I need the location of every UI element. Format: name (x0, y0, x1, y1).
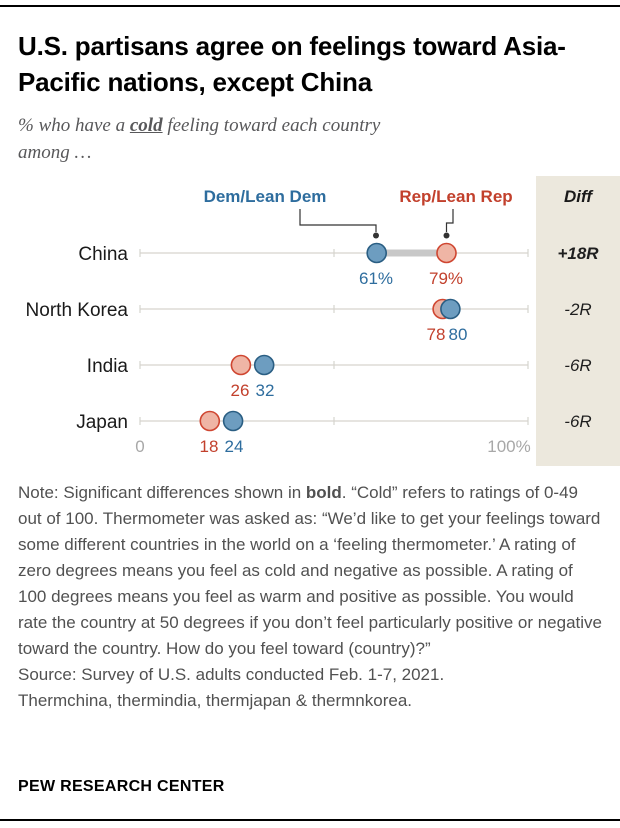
dem-value-north-korea: 80 (449, 325, 468, 344)
legend-dem-label: Dem/Lean Dem (204, 187, 327, 206)
china-range-bar (376, 249, 447, 257)
note-suffix: . “Cold” refers to ratings of 0-49 out o… (18, 483, 603, 658)
rep-value-japan: 18 (200, 437, 219, 456)
note-bold-word: bold (305, 483, 342, 502)
rep-value-north-korea: 78 (427, 325, 446, 344)
dem-value-china: 61% (359, 269, 393, 288)
country-label-north-korea: North Korea (26, 300, 129, 321)
dem-dot-india (253, 354, 275, 376)
country-label-india: India (87, 356, 129, 377)
brand-footer: PEW RESEARCH CENTER (18, 778, 225, 795)
country-label-japan: Japan (76, 412, 128, 433)
rep-dot-japan (199, 410, 221, 432)
subtitle-emphasis: cold (129, 115, 163, 136)
source-line-1: Source: Survey of U.S. adults conducted … (18, 665, 445, 684)
legend-rep-marker-dot (443, 232, 450, 239)
country-label-china: China (78, 244, 128, 265)
note-text: Note: Significant differences shown in b… (18, 480, 602, 662)
diff-column-background (536, 176, 620, 466)
chart-subtitle: % who have a cold feeling toward each co… (18, 112, 602, 166)
dem-value-japan: 24 (225, 437, 244, 456)
diff-value-north-korea: -2R (564, 300, 591, 319)
dem-dot-north-korea (440, 298, 461, 320)
axis-min-label: 0 (135, 437, 144, 456)
bottom-rule (0, 819, 620, 821)
rep-dot-india (230, 354, 252, 376)
legend-dem-connector (299, 209, 377, 232)
diff-value-india: -6R (564, 356, 591, 375)
dot-plot-chart: Diff Dem/Lean Dem Rep/Lean Rep China 61%… (0, 176, 620, 468)
source-line-2: Thermchina, thermindia, thermjapan & the… (18, 691, 413, 710)
dem-dot-japan (222, 410, 244, 432)
diff-column-header: Diff (564, 187, 594, 206)
diff-value-japan: -6R (564, 412, 591, 431)
legend-rep-connector (445, 209, 454, 232)
subtitle-line2: among … (18, 142, 92, 163)
page-title: U.S. partisans agree on feelings toward … (18, 31, 566, 97)
note-prefix: Note: Significant differences shown in (18, 483, 306, 502)
legend-rep-label: Rep/Lean Rep (399, 187, 512, 206)
rep-dot-china (436, 242, 457, 264)
diff-value-china: +18R (557, 244, 599, 263)
rep-value-india: 26 (231, 381, 250, 400)
axis-max-label: 100% (487, 437, 530, 456)
dem-value-india: 32 (256, 381, 275, 400)
subtitle-suffix: feeling toward each country (162, 115, 381, 136)
dot-plot-svg: Diff Dem/Lean Dem Rep/Lean Rep China 61%… (26, 176, 620, 466)
subtitle-prefix: % who have a (18, 115, 130, 136)
top-rule (0, 5, 620, 7)
rep-value-china: 79% (429, 269, 463, 288)
legend-dem-marker-dot (373, 232, 379, 239)
dem-dot-china (366, 242, 388, 264)
